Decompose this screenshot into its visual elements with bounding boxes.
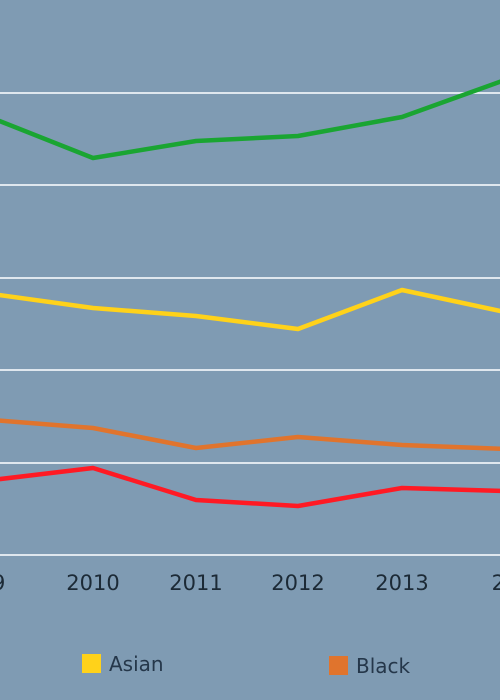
legend-swatch-black: [329, 656, 348, 675]
legend-item-black: Black: [329, 654, 411, 678]
x-tick-label-2011: 2011: [169, 571, 222, 595]
series-line-series-0: [0, 79, 500, 161]
x-tick-label-2009: 09: [0, 571, 5, 595]
x-tick-label-2013: 2013: [375, 571, 428, 595]
series-lines: [0, 79, 500, 509]
x-axis-tick-labels: 09 2010 2011 2012 2013 20: [0, 571, 500, 595]
series-line-asian: [0, 287, 500, 332]
legend-item-asian: Asian: [82, 652, 164, 676]
x-tick-label-2014: 20: [492, 571, 500, 595]
x-tick-label-2010: 2010: [66, 571, 119, 595]
gridlines: [0, 92, 500, 556]
legend-label-black: Black: [356, 654, 411, 678]
series-line-series-3: [0, 465, 500, 509]
series-line-black: [0, 418, 500, 452]
legend-label-asian: Asian: [109, 652, 164, 676]
x-tick-label-2012: 2012: [271, 571, 324, 595]
legend-swatch-asian: [82, 654, 101, 673]
legend: Asian Black: [82, 652, 411, 678]
